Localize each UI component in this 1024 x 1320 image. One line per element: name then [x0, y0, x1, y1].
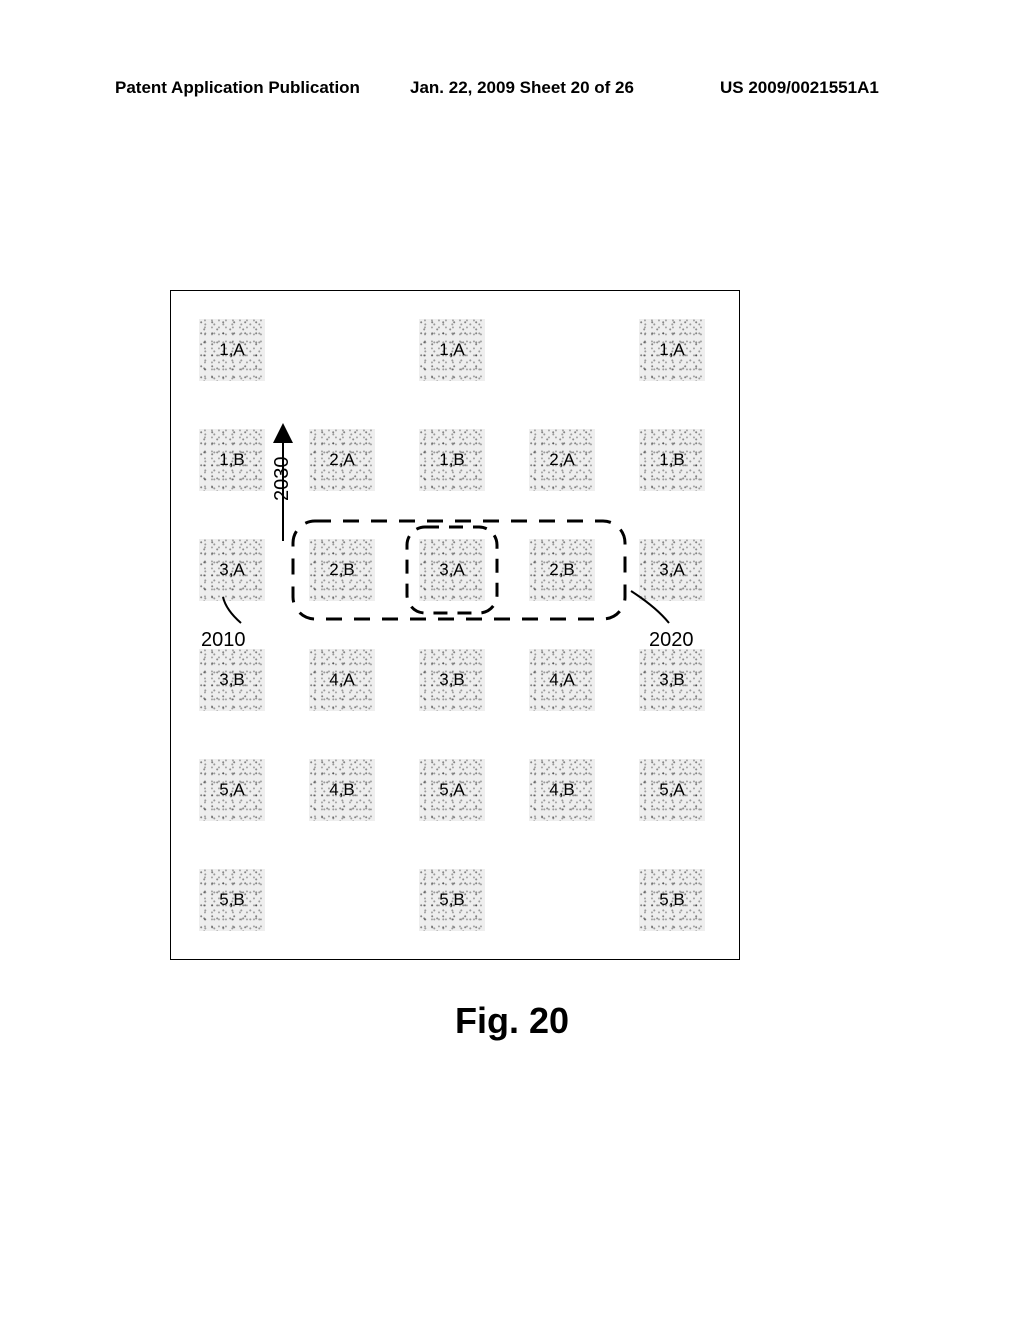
grid-cell: 3,B	[639, 649, 705, 711]
grid-cell: 3,B	[419, 649, 485, 711]
header-right: US 2009/0021551A1	[720, 78, 879, 98]
ref-label-2030: 2030	[271, 457, 294, 502]
grid-cell: 1,B	[199, 429, 265, 491]
grid-cell: 3,A	[199, 539, 265, 601]
grid-cell: 4,A	[309, 649, 375, 711]
page: Patent Application Publication Jan. 22, …	[0, 0, 1024, 1320]
grid-cell: 1,B	[639, 429, 705, 491]
grid-cell: 5,A	[639, 759, 705, 821]
figure-frame: 5,B 5,B 5,B 5,A 4,B 5,A 4,B 5,A 3,B 4,A 3,B 4,A 3,B 3…	[170, 290, 740, 960]
grid-cell: 4,B	[529, 759, 595, 821]
grid-cell: 1,B	[419, 429, 485, 491]
grid-cell: 2,A	[309, 429, 375, 491]
grid-cell: 2,B	[529, 539, 595, 601]
ref-label-2020: 2020	[649, 629, 694, 652]
grid-cell: 3,B	[199, 649, 265, 711]
grid-cell: 5,B	[639, 869, 705, 931]
grid-cell: 4,B	[309, 759, 375, 821]
header-left: Patent Application Publication	[115, 78, 360, 98]
grid-cell: 4,A	[529, 649, 595, 711]
figure-caption: Fig. 20	[0, 1000, 1024, 1042]
grid-cell: 5,B	[419, 869, 485, 931]
grid-cell: 1,A	[419, 319, 485, 381]
grid-cell: 1,A	[639, 319, 705, 381]
grid-cell: 5,A	[419, 759, 485, 821]
grid-cell: 3,A	[639, 539, 705, 601]
grid-cell: 2,B	[309, 539, 375, 601]
grid-cell: 3,A	[419, 539, 485, 601]
header-center: Jan. 22, 2009 Sheet 20 of 26	[410, 78, 634, 98]
ref-label-2010: 2010	[201, 629, 246, 652]
grid-cell: 5,B	[199, 869, 265, 931]
grid-cell: 5,A	[199, 759, 265, 821]
grid-cell: 2,A	[529, 429, 595, 491]
grid-cell: 1,A	[199, 319, 265, 381]
annotation-overlay	[171, 291, 741, 961]
